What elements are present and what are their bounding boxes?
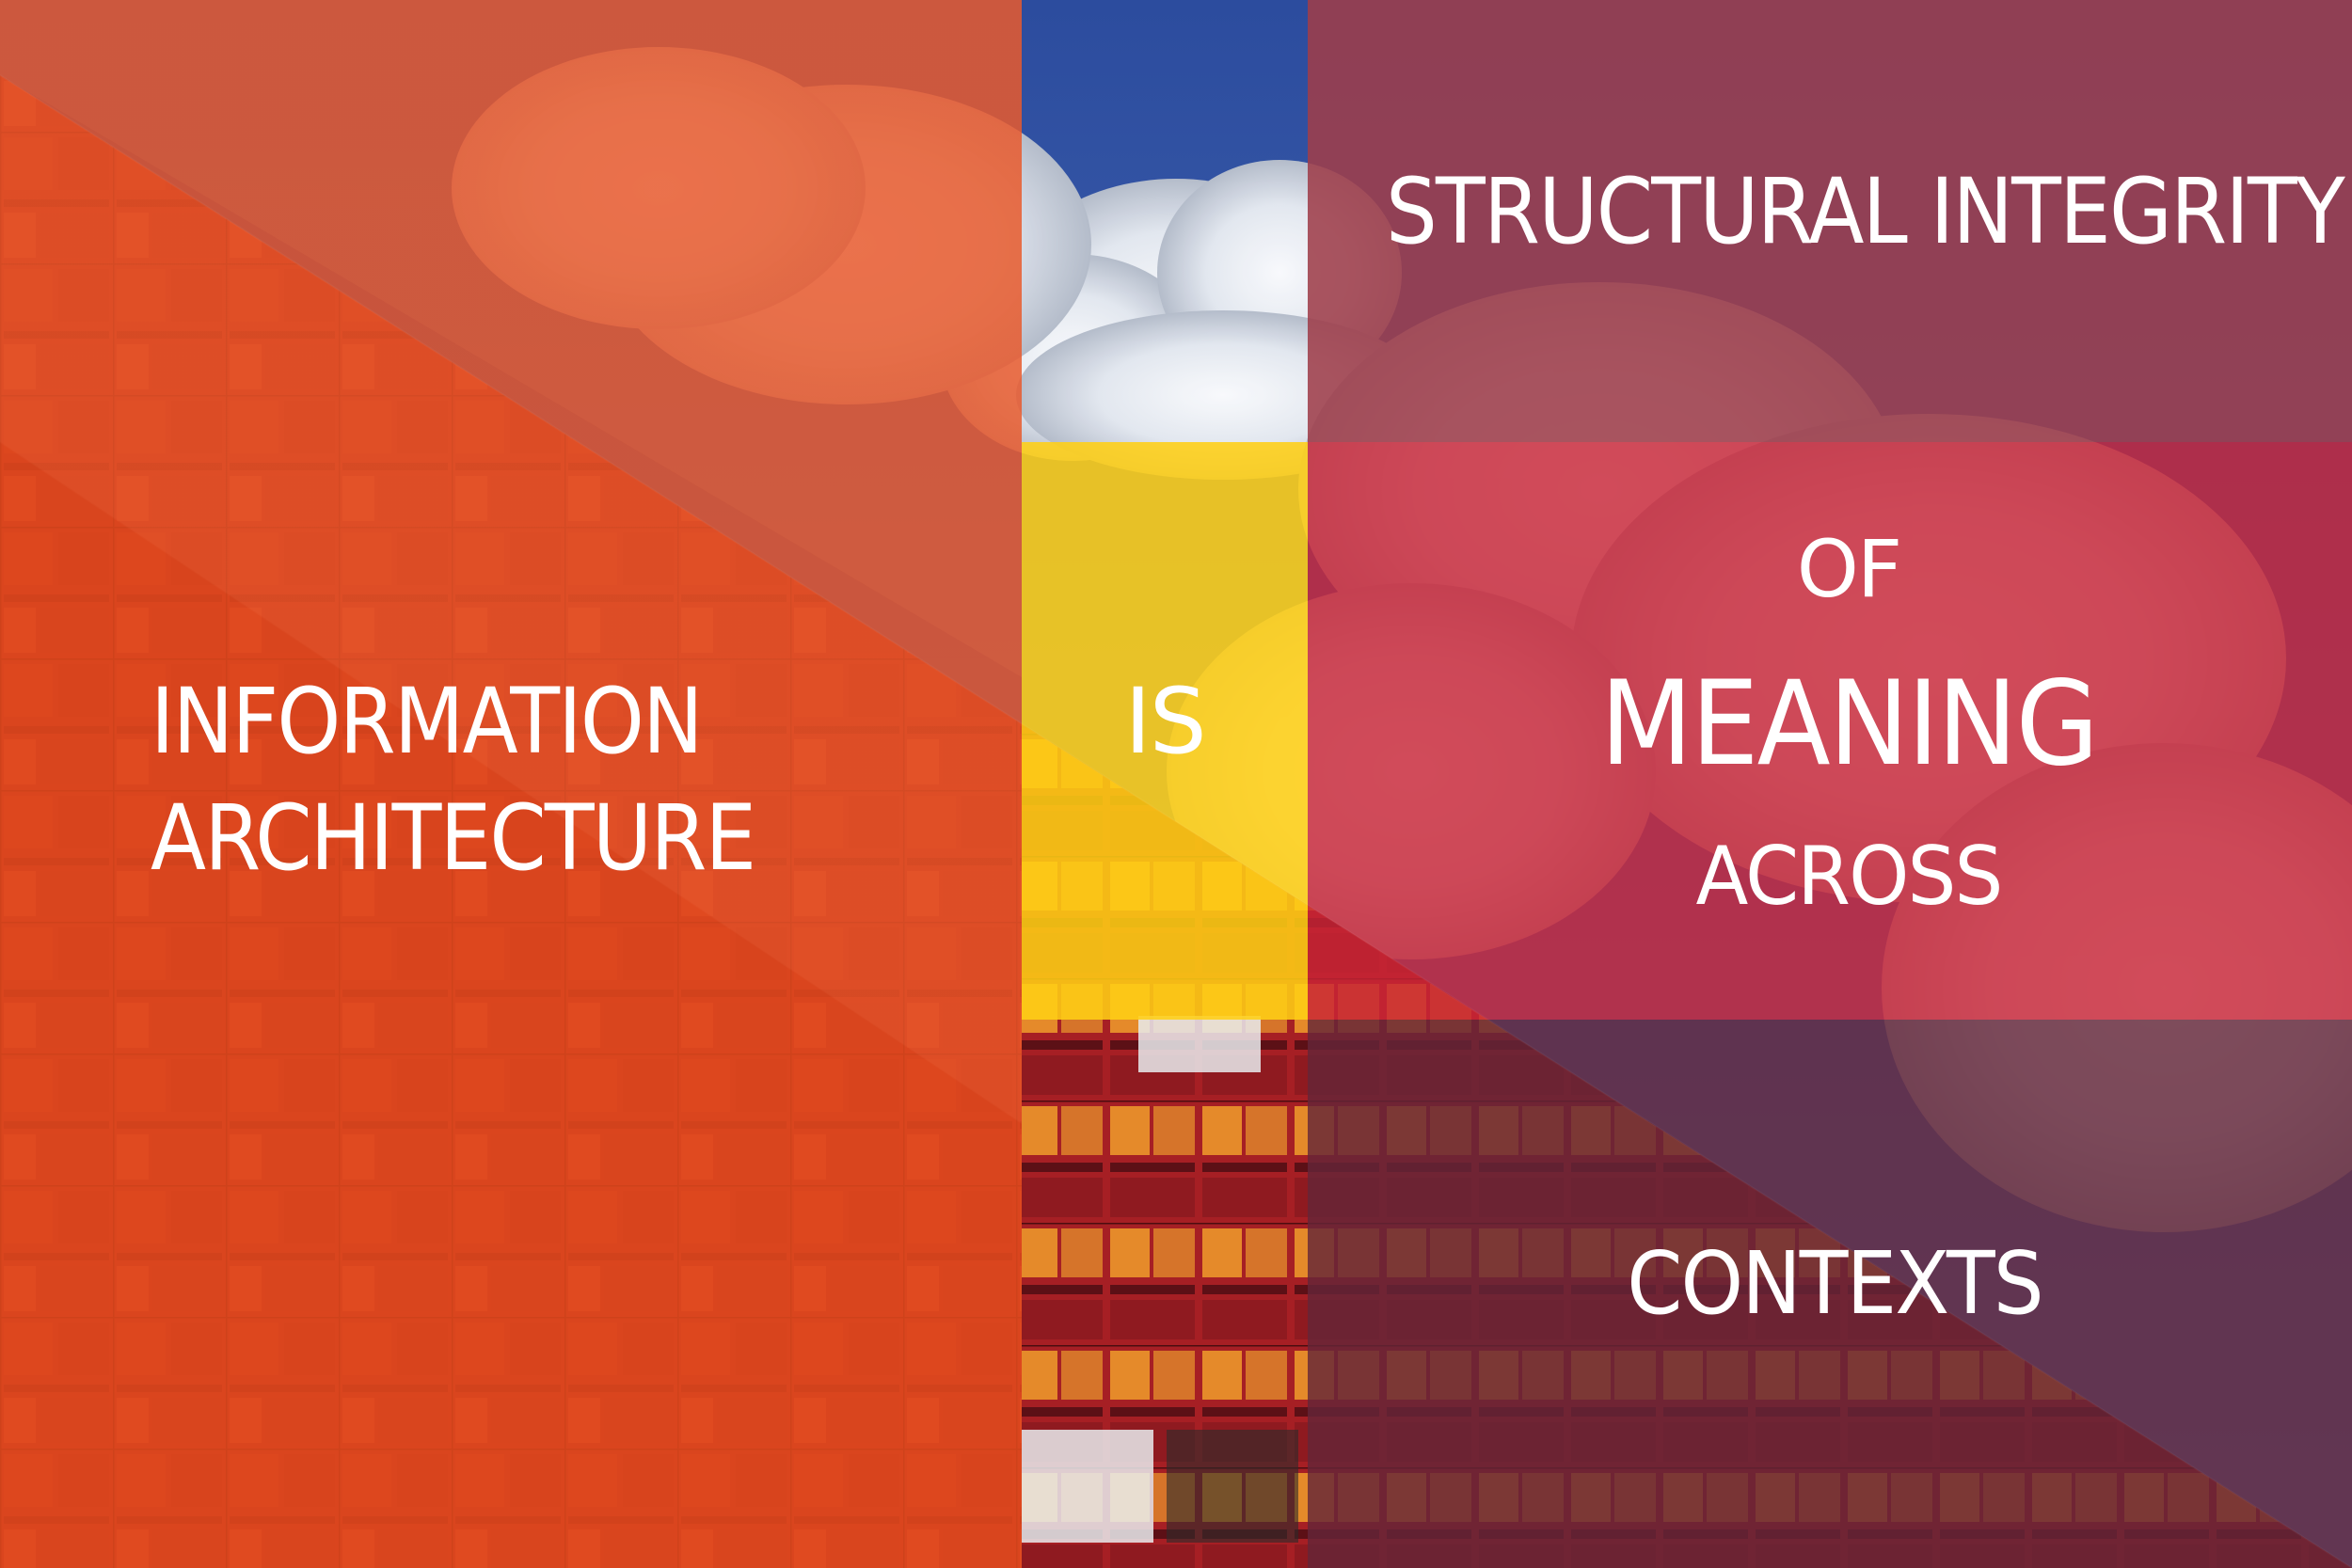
right-bottom-panel	[1308, 1020, 2352, 1568]
information-architecture-text: INFORMATION ARCHITECTURE	[151, 663, 756, 896]
contexts-text: CONTEXTS	[1627, 1233, 2043, 1334]
right-top-panel	[1308, 0, 2352, 442]
across-text: ACROSS	[1695, 830, 2004, 924]
middle-facade-panel	[1022, 1020, 1308, 1568]
structural-integrity-text: STRUCTURAL INTEGRITY	[1386, 159, 2345, 264]
meaning-text: MEANING	[1599, 657, 2099, 792]
middle-sky-panel	[1022, 0, 1308, 442]
headline-line-1: INFORMATION	[151, 669, 704, 774]
headline-line-2: ARCHITECTURE	[151, 785, 756, 891]
right-middle-panel	[1308, 442, 2352, 1020]
is-text: IS	[1124, 669, 1206, 774]
of-text: OF	[1796, 523, 1902, 615]
left-orange-panel	[0, 0, 1022, 1568]
middle-yellow-panel	[1022, 442, 1308, 1020]
